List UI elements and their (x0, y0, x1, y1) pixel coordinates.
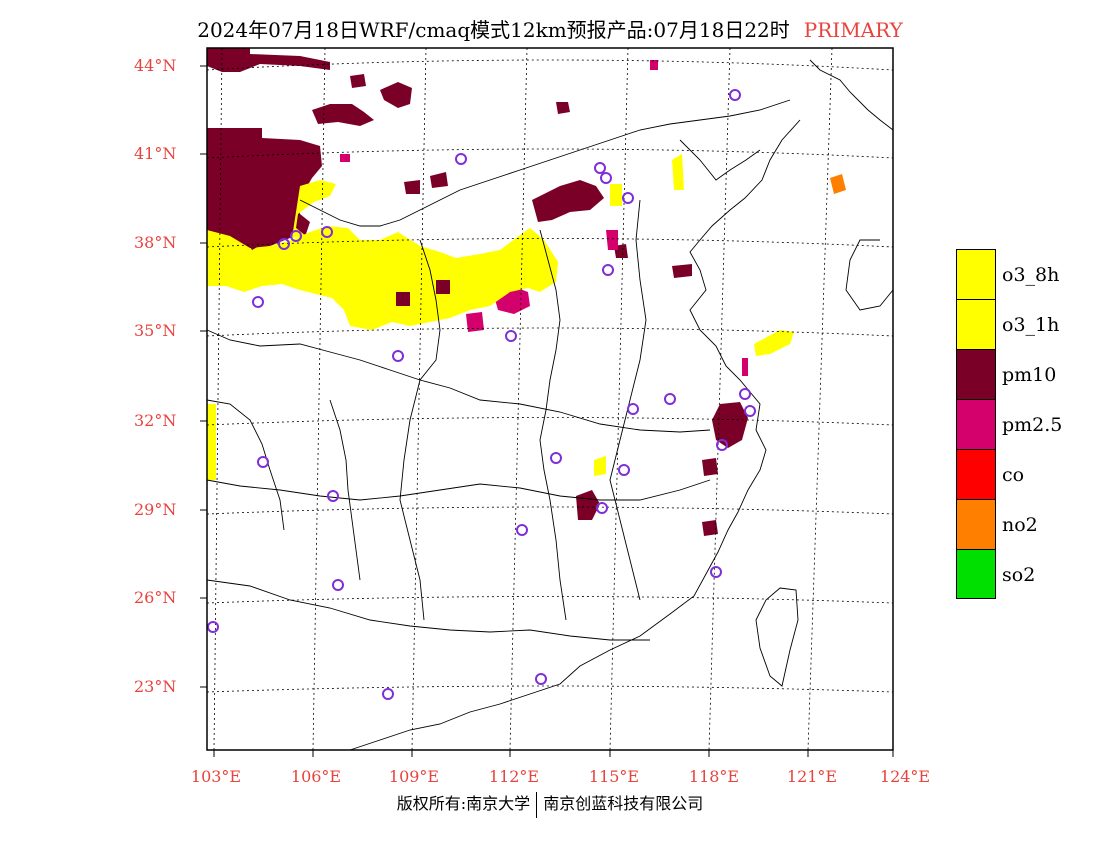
province-border (299, 99, 791, 227)
pm10-area (532, 180, 604, 222)
legend-label: o3_8h (1002, 264, 1060, 286)
lat-label: 41°N (134, 144, 177, 163)
copyright-left: 版权所有:南京大学 (396, 794, 531, 813)
lat-label: 23°N (134, 677, 177, 696)
legend-label: pm10 (1002, 364, 1057, 386)
pm10-area (312, 104, 374, 126)
o3-area (594, 456, 606, 476)
province-border (609, 199, 647, 601)
legend-swatch (956, 549, 996, 599)
legend-swatch (956, 299, 996, 349)
province-border (399, 239, 441, 621)
province-border (539, 229, 567, 621)
lon-label: 115°E (588, 767, 640, 786)
graticule (206, 47, 894, 751)
o3-area (292, 180, 336, 238)
lat-label: 38°N (134, 233, 177, 252)
province-border (329, 399, 361, 581)
o3-area (610, 184, 622, 206)
lon-label: 109°E (388, 767, 440, 786)
o3-area (207, 226, 558, 330)
lon-label: 106°E (290, 767, 342, 786)
legend-swatch (956, 399, 996, 449)
axis-ticks (200, 65, 894, 757)
map-frame (206, 47, 894, 751)
lat-label: 35°N (134, 321, 177, 340)
lon-label: 121°E (786, 767, 838, 786)
legend-swatch (956, 499, 996, 549)
legend-swatch (956, 249, 996, 299)
province-border (206, 579, 650, 641)
o3-area (207, 404, 216, 480)
province-border (206, 329, 711, 433)
lat-label: 32°N (134, 411, 177, 430)
lon-label: 124°E (879, 767, 931, 786)
lon-label: 112°E (488, 767, 540, 786)
pm10-area (396, 292, 410, 306)
lat-label: 29°N (134, 500, 177, 519)
pm25-area (466, 312, 484, 332)
pm10-area (702, 520, 718, 536)
monitor-stations (207, 89, 756, 700)
no2-area (830, 174, 846, 194)
pm10-area (207, 48, 330, 72)
province-border (206, 479, 711, 501)
province-border (679, 139, 761, 181)
legend-item: no2 (956, 499, 1096, 549)
legend-item: pm10 (956, 349, 1096, 399)
legend-swatch (956, 349, 996, 399)
title-tag: PRIMARY (803, 18, 903, 42)
title-text: 2024年07月18日WRF/cmaq模式12km预报产品:07月18日22时 (197, 18, 790, 42)
map-title: 2024年07月18日WRF/cmaq模式12km预报产品:07月18日22时 P… (0, 14, 1100, 43)
pm10-area (672, 264, 692, 278)
pollutant-legend: o3_8h o3_1h pm10 pm2.5 co no2 so2 (956, 249, 1096, 599)
lon-label: 103°E (190, 767, 242, 786)
copyright-footer: 版权所有:南京大学 南京创蓝科技有限公司 (0, 790, 1100, 818)
legend-label: so2 (1002, 564, 1036, 586)
korea-outline (845, 239, 894, 311)
o3-area (754, 330, 794, 356)
o3-area (672, 154, 684, 190)
legend-label: o3_1h (1002, 314, 1060, 336)
legend-item: o3_1h (956, 299, 1096, 349)
pm10-area (350, 74, 366, 88)
legend-label: pm2.5 (1002, 414, 1063, 436)
pm10-area (404, 180, 420, 194)
coastline (349, 59, 894, 751)
legend-item: pm2.5 (956, 399, 1096, 449)
pm10-area (430, 172, 448, 188)
pm10-area (702, 458, 718, 476)
legend-swatch (956, 449, 996, 499)
boundaries (206, 59, 894, 751)
pollution-layer (207, 48, 846, 536)
pm10-area (207, 128, 322, 250)
legend-item: so2 (956, 549, 1096, 599)
province-border (206, 399, 285, 531)
copyright-right: 南京创蓝科技有限公司 (543, 794, 704, 813)
lon-label: 118°E (688, 767, 740, 786)
lat-label: 26°N (134, 588, 177, 607)
pm25-area (650, 60, 658, 70)
pm10-area (556, 102, 570, 114)
pm10-area (380, 82, 412, 108)
pm25-area (742, 358, 748, 376)
legend-label: no2 (1002, 514, 1038, 536)
pm25-area (340, 154, 350, 162)
pm10-area (436, 280, 450, 294)
legend-item: co (956, 449, 1096, 499)
legend-item: o3_8h (956, 249, 1096, 299)
footer-divider (536, 791, 538, 818)
pm10-area (712, 402, 748, 448)
pm10-area (240, 232, 270, 250)
legend-label: co (1002, 464, 1025, 486)
taiwan-outline (755, 587, 799, 687)
pm10-area (576, 490, 600, 520)
lat-label: 44°N (134, 56, 177, 75)
pm25-area (606, 230, 618, 250)
